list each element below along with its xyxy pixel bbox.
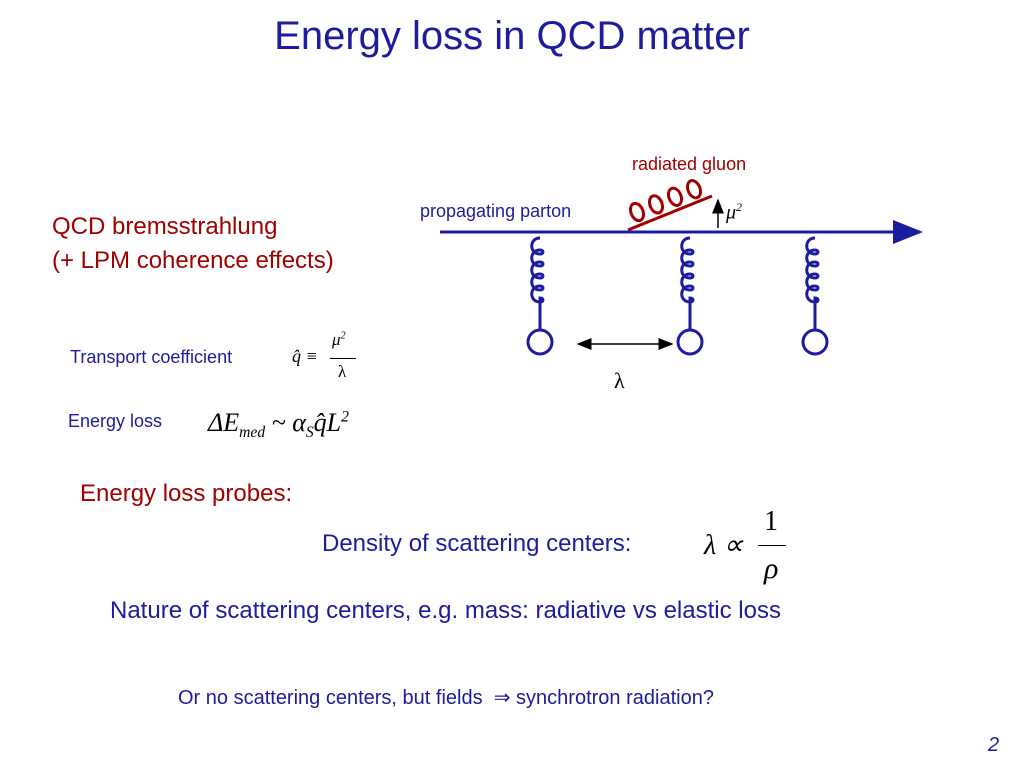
symbol: μ [726,201,737,224]
symbol: λ [614,368,625,393]
part: med [239,424,266,442]
part: ~ α [271,408,306,437]
gluon-coils [526,236,829,356]
part: Or no scattering centers, but fields [178,687,483,709]
gluon-coil [805,236,820,329]
gluon-coil [530,236,545,329]
heading: Energy loss probes: [80,480,293,507]
part: synchrotron radiation? [516,687,714,709]
page-number: 2 [988,734,1000,756]
part: 2 [341,408,349,426]
radiated-gluon-coil [627,179,713,232]
exponent: 2 [736,200,743,214]
numerator: μ [332,330,341,349]
formula: μ2 [332,330,346,350]
fraction-bar [330,358,356,359]
formula: q̂ ≡ [292,346,318,366]
label: Transport coefficient [70,347,233,367]
label: propagating parton [420,201,572,221]
mechanism: QCD bremsstrahlung (+ LPM coherence effec… [52,210,334,278]
gluon-coil [680,236,695,329]
line: (+ LPM coherence effects) [52,247,334,274]
part: ⇒ [493,687,511,709]
label: Energy loss [68,411,163,431]
scattering-center [801,328,829,356]
title: Energy loss in QCD matter [274,14,750,58]
label: radiated gluon [632,154,747,174]
part: S [305,424,314,442]
scattering-center [676,328,704,356]
scattering-center [526,328,554,356]
text: Density of scattering centers: [322,530,632,557]
part: q̂L [313,408,342,437]
text: Or no scattering centers, but fields ⇒ s… [178,685,714,710]
coil-loop [628,201,646,223]
formula: μ2 [726,200,742,225]
line: QCD bremsstrahlung [52,213,278,240]
text: Nature of scattering centers, e.g. mass:… [110,597,781,624]
part: ΔE [208,408,240,437]
coil-loop [647,194,665,215]
denominator: ρ [764,552,779,585]
coil-loop [685,179,703,200]
fraction-bar [758,545,786,546]
numerator: 1 [764,506,778,537]
exponent: 2 [340,330,346,342]
formula: λ ∝ [704,530,744,561]
coil-loop [666,186,684,207]
denominator: λ [338,362,347,381]
formula: ΔEmed ~ αSq̂L2 [208,408,349,442]
